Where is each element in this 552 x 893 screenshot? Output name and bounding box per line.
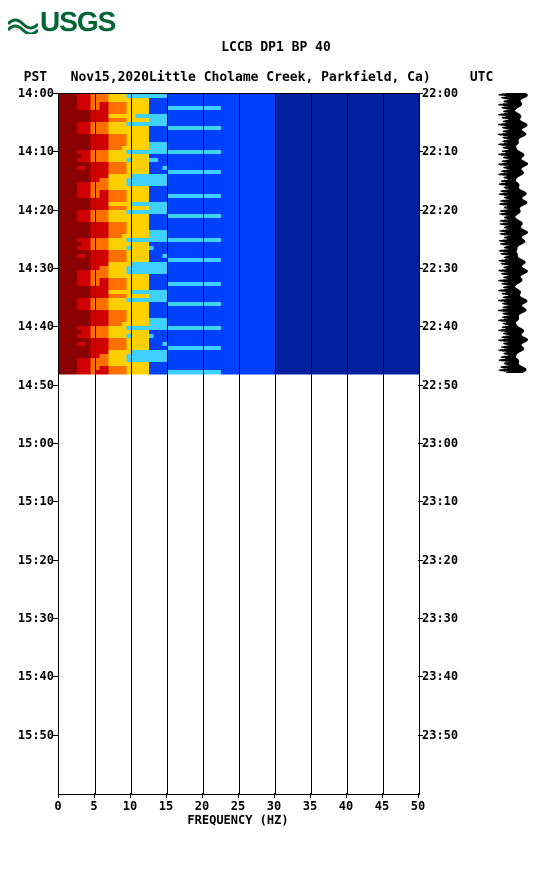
left-tick-label: 14:10 (18, 144, 54, 158)
waveform-svg (498, 93, 528, 793)
left-tick-label: 15:20 (18, 553, 54, 567)
tz-right: UTC (470, 70, 493, 85)
right-tick-label: 22:00 (422, 86, 458, 100)
x-tick-label: 40 (339, 799, 353, 813)
right-tick-label: 23:00 (422, 436, 458, 450)
x-tick-label: 45 (375, 799, 389, 813)
left-tick-label: 15:30 (18, 611, 54, 625)
location: Little Cholame Creek, Parkfield, Ca) (149, 70, 431, 85)
x-tick-label: 10 (123, 799, 137, 813)
left-tick-label: 14:00 (18, 86, 54, 100)
waveform-strip (498, 93, 528, 793)
right-tick-label: 22:10 (422, 144, 458, 158)
right-tick-label: 23:20 (422, 553, 458, 567)
left-tick-label: 15:50 (18, 728, 54, 742)
left-tick-label: 14:50 (18, 378, 54, 392)
left-tick-label: 15:00 (18, 436, 54, 450)
left-tick-label: 14:20 (18, 203, 54, 217)
x-tick-label: 30 (267, 799, 281, 813)
right-tick-label: 22:50 (422, 378, 458, 392)
tz-left: PST (24, 70, 47, 85)
logo-text: USGS (40, 6, 115, 38)
right-tick-label: 22:40 (422, 319, 458, 333)
left-tick-label: 15:40 (18, 669, 54, 683)
x-tick-label: 5 (90, 799, 97, 813)
usgs-logo: USGS (8, 8, 544, 36)
date: Nov15,2020 (71, 70, 149, 85)
right-tick-label: 23:30 (422, 611, 458, 625)
plot-title: LCCB DP1 BP 40 (8, 40, 544, 55)
left-tick-label: 14:30 (18, 261, 54, 275)
plot-subtitle: PST Nov15,2020Little Cholame Creek, Park… (8, 55, 544, 85)
spectrogram (58, 93, 420, 795)
right-tick-label: 22:20 (422, 203, 458, 217)
plot-area: 14:0014:1014:2014:3014:4014:5015:0015:10… (8, 93, 538, 853)
right-tick-label: 23:40 (422, 669, 458, 683)
left-tick-label: 14:40 (18, 319, 54, 333)
x-tick-label: 35 (303, 799, 317, 813)
right-tick-label: 22:30 (422, 261, 458, 275)
x-tick-label: 15 (159, 799, 173, 813)
right-tick-label: 23:50 (422, 728, 458, 742)
x-tick-label: 50 (411, 799, 425, 813)
x-tick-label: 25 (231, 799, 245, 813)
right-tick-label: 23:10 (422, 494, 458, 508)
x-tick-label: 20 (195, 799, 209, 813)
x-tick-label: 0 (54, 799, 61, 813)
left-tick-label: 15:10 (18, 494, 54, 508)
x-axis-title: FREQUENCY (HZ) (58, 813, 418, 827)
